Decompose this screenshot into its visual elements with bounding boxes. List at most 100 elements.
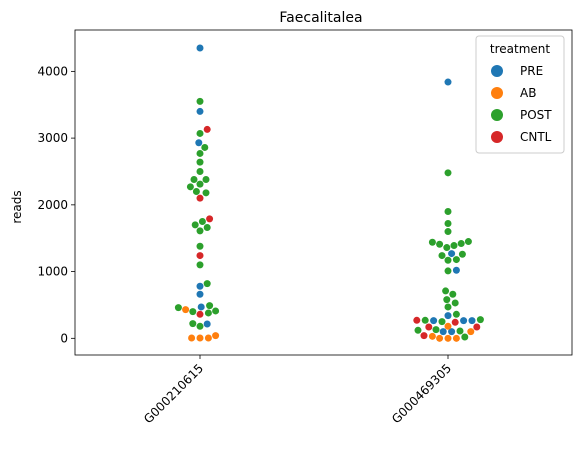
- point-post: [196, 322, 204, 330]
- point-post: [196, 261, 204, 269]
- point-post: [196, 167, 204, 175]
- point-cntl: [413, 316, 421, 324]
- point-post: [189, 320, 197, 328]
- point-pre: [439, 328, 447, 336]
- point-post: [476, 316, 484, 324]
- point-post: [457, 240, 465, 248]
- point-pre: [448, 328, 456, 336]
- data-points: [174, 44, 484, 342]
- point-post: [414, 326, 422, 334]
- point-post: [438, 318, 446, 326]
- legend-title: treatment: [490, 42, 550, 56]
- point-pre: [196, 107, 204, 115]
- point-cntl: [196, 252, 204, 260]
- y-axis: 0 1000 2000 3000 4000: [37, 64, 75, 345]
- point-pre: [430, 317, 438, 325]
- point-pre: [468, 317, 476, 325]
- point-post: [451, 299, 459, 307]
- legend-label-ab: AB: [520, 86, 536, 100]
- point-pre: [195, 139, 203, 147]
- point-ab: [204, 334, 212, 342]
- point-ab: [444, 334, 452, 342]
- point-post: [201, 143, 209, 151]
- point-pre: [448, 250, 456, 258]
- point-post: [203, 224, 211, 232]
- y-tick-label: 3000: [37, 131, 68, 145]
- point-pre: [196, 44, 204, 52]
- point-post: [452, 256, 460, 264]
- point-post: [206, 302, 214, 310]
- point-cntl: [420, 332, 428, 340]
- x-tick-label: G000210615: [141, 361, 206, 426]
- point-post: [464, 238, 472, 246]
- point-cntl: [473, 323, 481, 331]
- point-ab: [452, 334, 460, 342]
- point-post: [458, 250, 466, 258]
- point-cntl: [203, 125, 211, 133]
- legend-marker-ab: [491, 87, 503, 99]
- point-post: [438, 252, 446, 260]
- point-post: [202, 175, 210, 183]
- point-pre: [460, 317, 468, 325]
- point-post: [202, 189, 210, 197]
- point-post: [203, 280, 211, 288]
- point-post: [444, 256, 452, 264]
- point-cntl: [196, 194, 204, 202]
- point-post: [196, 129, 204, 137]
- point-post: [444, 228, 452, 236]
- point-ab: [428, 332, 436, 340]
- point-post: [449, 290, 457, 298]
- point-post: [196, 180, 204, 188]
- plot-frame: [74, 29, 573, 356]
- point-post: [186, 183, 194, 191]
- point-pre: [197, 303, 205, 311]
- point-cntl: [425, 323, 433, 331]
- point-post: [196, 227, 204, 235]
- point-post: [452, 310, 460, 318]
- point-ab: [196, 334, 204, 342]
- point-post: [189, 308, 197, 316]
- point-pre: [444, 78, 452, 86]
- point-ab: [436, 334, 444, 342]
- point-post: [174, 304, 182, 312]
- y-tick-label: 4000: [37, 64, 68, 78]
- legend-label-cntl: CNTL: [520, 130, 552, 144]
- point-post: [198, 218, 206, 226]
- y-tick-label: 1000: [37, 265, 68, 279]
- point-post: [456, 327, 464, 335]
- point-ab: [182, 306, 190, 314]
- point-post: [444, 267, 452, 275]
- point-pre: [452, 266, 460, 274]
- point-post: [444, 208, 452, 216]
- point-ab: [444, 322, 452, 330]
- legend-marker-post: [491, 109, 503, 121]
- point-cntl: [451, 318, 459, 326]
- point-post: [442, 287, 450, 295]
- point-pre: [196, 282, 204, 290]
- point-post: [432, 326, 440, 334]
- point-pre: [196, 290, 204, 298]
- point-post: [450, 242, 458, 250]
- point-cntl: [206, 215, 214, 223]
- point-cntl: [196, 310, 204, 318]
- point-post: [436, 240, 444, 248]
- legend: treatment PRE AB POST CNTL: [475, 35, 565, 154]
- legend-marker-cntl: [491, 131, 503, 143]
- x-axis: G000210615 G000469305: [141, 355, 454, 426]
- y-tick-label: 0: [60, 331, 68, 345]
- chart-title: Faecalitalea: [279, 10, 362, 26]
- point-post: [190, 175, 198, 183]
- point-post: [428, 238, 436, 246]
- point-post: [443, 244, 451, 252]
- point-post: [204, 309, 212, 317]
- point-post: [444, 220, 452, 228]
- point-post: [192, 187, 200, 195]
- point-ab: [467, 328, 475, 336]
- point-post: [461, 333, 469, 341]
- legend-label-post: POST: [520, 108, 552, 122]
- x-tick-label: G000469305: [389, 361, 454, 426]
- point-post: [196, 158, 204, 166]
- point-post: [444, 169, 452, 177]
- point-post: [191, 221, 199, 229]
